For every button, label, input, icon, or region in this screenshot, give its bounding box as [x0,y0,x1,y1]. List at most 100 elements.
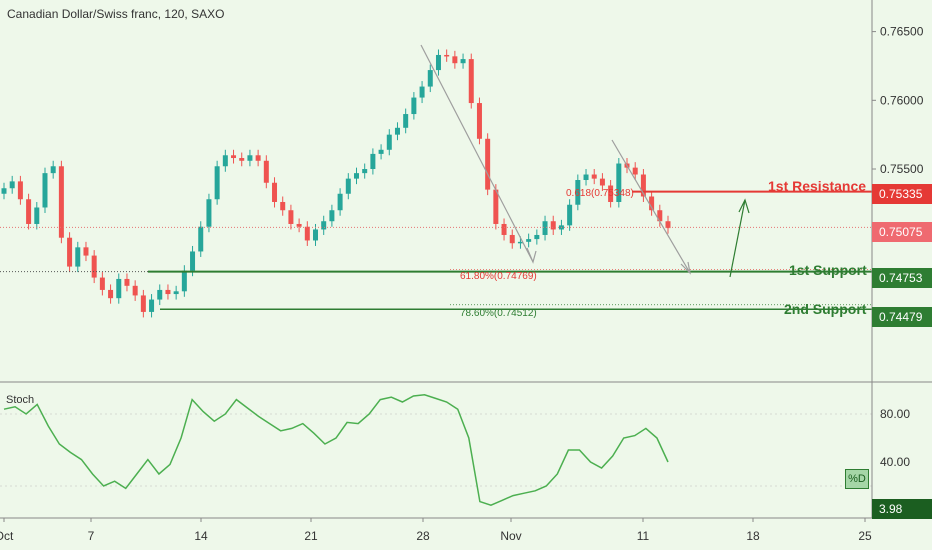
candle-body [50,166,56,174]
candle-body [222,155,228,167]
pctD-label: %D [848,473,866,485]
candle-body [157,289,163,300]
x-tick-label: 21 [304,529,318,543]
x-tick-label: 7 [88,529,95,543]
x-tick-label: 28 [416,529,430,543]
candle-body [255,155,261,161]
stoch-line [3,394,669,507]
projection-arrow-head [738,198,750,214]
y-tick-label: 0.76000 [880,93,924,107]
candle-body [1,188,7,194]
candle-body [321,221,327,230]
candle-body [657,210,663,222]
candle-body [591,174,597,179]
candle-body [26,199,32,224]
candle-body [17,181,23,200]
candle-body [329,210,335,222]
price-tag-support1-text: 0.74753 [879,271,923,285]
candle-body [58,166,64,238]
x-tick-label: 18 [746,529,760,543]
candle-body [550,221,556,230]
candle-body [132,285,138,296]
swing-arrow-1 [420,44,534,263]
candle-body [493,189,499,224]
fib-786-label: 78.60%(0.74512) [460,308,537,319]
candle-body [378,149,384,154]
stoch-tick-label: 80.00 [880,407,910,421]
projection-arrow [729,199,746,278]
candle-body [116,278,122,299]
candle-body [124,278,130,286]
candle-body [501,223,507,235]
candle-body [280,201,286,211]
swing-arrow-2 [611,139,691,274]
candle-body [419,86,425,98]
candle-body [517,241,523,244]
candle-body [304,226,310,241]
x-tick-label: Oct [0,529,14,543]
price-tag-resistance-text: 0.75335 [879,187,923,201]
fib-618-label: 0.618(0.75348) [566,188,634,199]
candle-body [444,54,450,57]
candle-body [665,221,671,229]
stoch-label: Stoch [6,394,35,406]
candle-body [427,70,433,87]
candle-body [272,182,278,202]
candle-body [526,239,532,242]
candle-body [534,234,540,240]
candle-body [542,221,548,235]
candle-body [599,178,605,186]
pctD-badge: %D [845,469,869,489]
candle-body [214,166,220,200]
candle-body [616,163,622,202]
candle-body [452,56,458,64]
y-tick-label: 0.75500 [880,162,924,176]
candle-body [181,270,187,292]
candle-body [640,174,646,197]
candle-body [296,223,302,227]
candle-body [435,54,441,71]
candle-body [632,167,638,175]
chart-title: Canadian Dollar/Swiss franc, 120, SAXO [7,7,225,21]
candle-body [337,193,343,211]
candle-body [247,155,253,161]
price-tag-stoch: 3.98 [872,499,932,519]
stoch-panel [0,394,872,507]
resistance-label: 1st Resistance [768,178,867,194]
candle-body [394,127,400,135]
support1-label: 1st Support [789,262,867,278]
candle-body [353,173,359,179]
y-tick-label: 0.76500 [880,25,924,39]
candle-body [108,289,114,299]
candle-body [386,134,392,150]
candle-body [411,97,417,115]
candle-body [99,277,105,290]
price-tag-current: 0.75075 [872,222,932,242]
candle-body [83,247,89,256]
candle-body [239,158,245,161]
candle-body [165,289,171,295]
candle-body [190,251,196,271]
x-tick-label: Nov [500,529,521,543]
x-tick-label: 11 [637,529,650,543]
candle-body [231,155,237,159]
price-tag-support2-text: 0.74479 [879,310,923,324]
price-tag-support2: 0.74479 [872,307,932,327]
candles [1,49,671,318]
support2-label: 2nd Support [784,301,867,317]
candle-body [509,234,515,244]
candle-body [608,185,614,202]
x-tick-label: 14 [194,529,208,543]
candle-body [67,237,73,267]
candle-body [649,196,655,211]
candle-body [583,174,589,181]
candle-body [313,229,319,241]
candle-body [42,173,48,208]
candle-body [206,199,212,227]
price-tag-stoch-text: 3.98 [879,502,903,516]
candle-body [9,181,15,189]
candle-body [91,255,97,278]
candle-body [345,178,351,194]
candle-body [485,138,491,190]
